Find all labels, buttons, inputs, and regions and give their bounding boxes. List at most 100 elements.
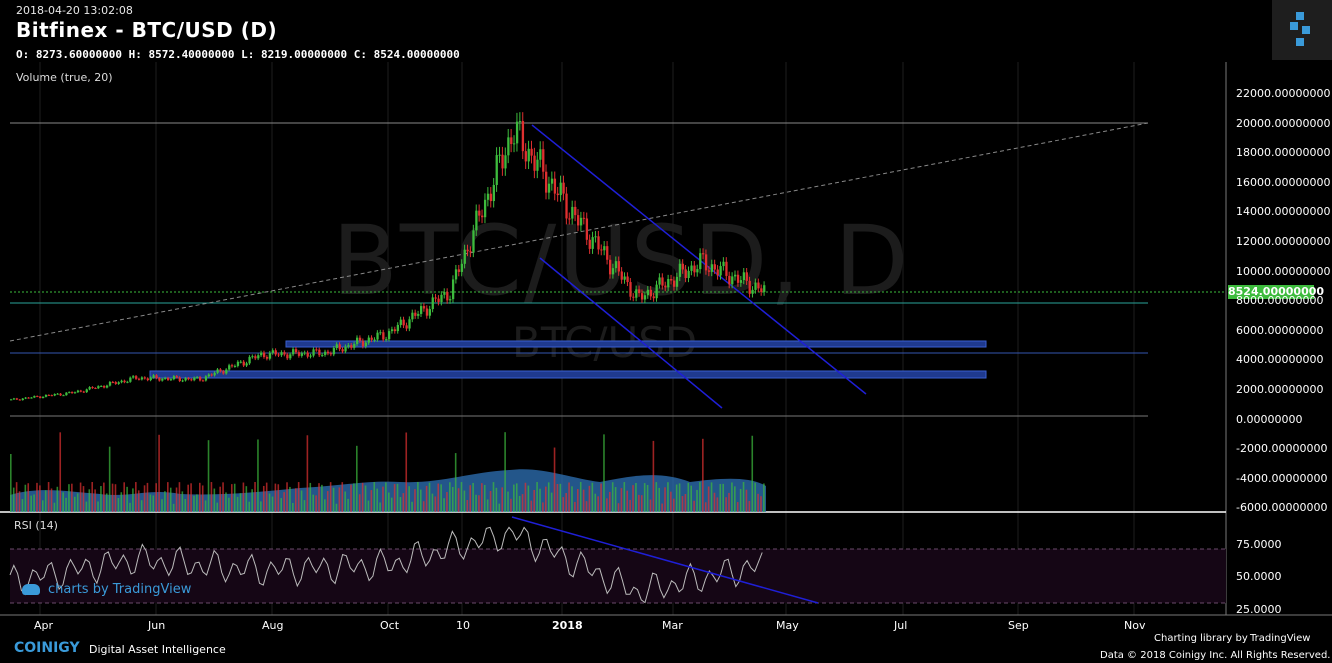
volume-bar [559, 483, 562, 512]
candle-body [597, 236, 600, 250]
volume-bar [358, 494, 361, 512]
volume-bar [135, 482, 137, 512]
candle-body [309, 355, 312, 357]
rsi-indicator-label[interactable]: RSI (14) [14, 519, 58, 532]
candle-body [88, 387, 91, 390]
candle-body [338, 344, 341, 350]
candle-body [108, 381, 112, 386]
volume-bar [114, 484, 117, 512]
tradingview-text: charts by TradingView [48, 582, 192, 597]
volume-bar [306, 435, 309, 512]
candle-body [547, 183, 551, 193]
volume-bar [739, 488, 742, 512]
volume-bar [556, 484, 559, 512]
volume-bar [172, 503, 175, 512]
volume-bar [184, 498, 187, 512]
volume-bar [158, 434, 160, 512]
candle-body [536, 159, 539, 171]
volume-bar [489, 490, 492, 512]
tradingview-footer-link[interactable]: TradingView [1250, 633, 1311, 644]
time-tick: Oct [380, 619, 400, 632]
volume-bar [414, 489, 416, 512]
volume-bar [248, 501, 251, 512]
copyright-line: Data © 2018 Coinigy Inc. All Rights Rese… [1100, 650, 1331, 661]
volume-bar [553, 447, 556, 512]
volume-bar [518, 495, 521, 512]
time-tick: 2018 [552, 619, 583, 632]
volume-bar [41, 500, 44, 512]
candle-body [585, 218, 589, 240]
candle-body [289, 354, 292, 359]
volume-bar [690, 485, 692, 512]
volume-bar [704, 502, 707, 512]
candle-body [97, 386, 100, 389]
volume-bar [545, 486, 547, 512]
volume-bar [326, 491, 329, 512]
volume-bar [73, 496, 76, 512]
tradingview-link[interactable]: charts by TradingView [22, 582, 191, 597]
volume-bar [390, 497, 393, 512]
volume-bar [515, 483, 518, 512]
volume-bar [547, 482, 550, 512]
volume-bar [233, 483, 236, 512]
volume-bar [137, 490, 140, 512]
volume-bar [510, 498, 512, 512]
candle-body [239, 361, 243, 363]
candle-body [103, 386, 106, 388]
volume-bar [672, 498, 675, 512]
candle-body [47, 394, 51, 396]
candle-body [312, 349, 315, 356]
volume-bar [504, 432, 506, 512]
coinigy-tagline: Digital Asset Intelligence [89, 643, 226, 656]
volume-bar [335, 503, 338, 512]
volume-bar [734, 486, 736, 512]
candle-body [675, 276, 679, 287]
candle-body [193, 377, 196, 381]
price-tick: 10000.00000000 [1236, 264, 1331, 278]
candle-body [24, 397, 27, 399]
candle-body [507, 137, 510, 156]
candle-body [428, 309, 432, 316]
volume-bar [199, 482, 201, 512]
candle-body [251, 356, 254, 358]
volume-bar [472, 482, 474, 512]
volume-bar [228, 497, 230, 512]
candle-body [684, 269, 687, 279]
candle-body [137, 378, 141, 380]
volume-bar [475, 494, 477, 512]
volume-bar [222, 482, 224, 512]
volume-bar [402, 493, 405, 512]
volume-bar [408, 486, 410, 512]
candle-body [617, 261, 621, 272]
volume-bar [190, 483, 192, 512]
candle-body [629, 282, 632, 297]
volume-bar [507, 491, 509, 512]
candle-body [632, 296, 635, 298]
volume-bar [242, 482, 245, 512]
volume-bar [422, 501, 425, 512]
grid-lines [39, 62, 1135, 615]
candle-body [129, 377, 132, 382]
volume-bar [405, 432, 408, 512]
candle-body [742, 272, 746, 281]
volume-bar [149, 494, 152, 512]
volume-bar [640, 495, 643, 512]
candle-body [736, 274, 740, 283]
volume-bar [661, 503, 663, 512]
candle-body [513, 143, 516, 145]
candle-body [196, 377, 199, 379]
volume-bar [469, 485, 472, 512]
candle-body [321, 354, 324, 356]
volume-bar [687, 482, 690, 512]
volume-bar [329, 482, 332, 512]
volume-bar [411, 501, 413, 512]
candle-body [164, 377, 167, 379]
candle-body [94, 388, 97, 390]
candle-body [606, 246, 609, 260]
candle-body [114, 382, 117, 384]
volume-bar [600, 483, 602, 512]
volume-bar [230, 484, 233, 512]
candle-body [579, 217, 583, 226]
price-tick: 6000.00000000 [1236, 323, 1324, 337]
